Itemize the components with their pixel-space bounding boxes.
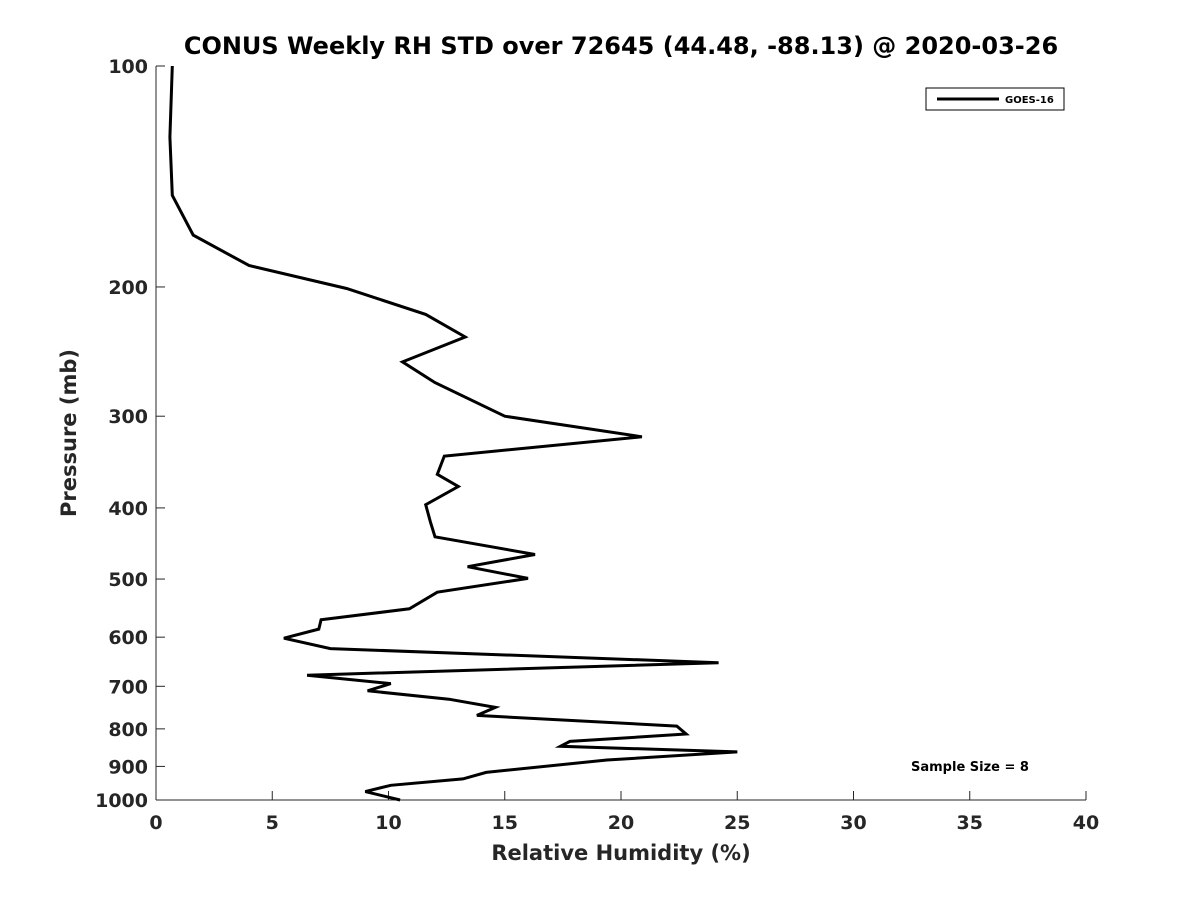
y-tick-label: 1000 — [95, 790, 148, 812]
y-ticks: 100 200 300 400 500 600 700 800 900 1000 — [95, 56, 165, 812]
series-layer — [168, 65, 738, 802]
y-tick-label: 200 — [108, 277, 148, 299]
x-tick-label: 5 — [266, 812, 279, 834]
y-tick-label: 600 — [108, 627, 148, 649]
x-tick-label: 10 — [375, 812, 401, 834]
x-tick-label: 25 — [724, 812, 750, 834]
x-tick-label: 0 — [149, 812, 162, 834]
series-line-goes-16 — [168, 65, 738, 802]
chart-title: CONUS Weekly RH STD over 72645 (44.48, -… — [184, 32, 1058, 60]
x-tick-label: 35 — [957, 812, 983, 834]
x-tick-label: 15 — [492, 812, 518, 834]
y-tick-label: 300 — [108, 406, 148, 428]
x-tick-label: 20 — [608, 812, 634, 834]
x-tick-label: 30 — [840, 812, 866, 834]
legend-label-goes-16: GOES-16 — [1005, 95, 1054, 106]
y-tick-label: 900 — [108, 756, 148, 778]
x-tick-label: 40 — [1073, 812, 1099, 834]
x-ticks: 0 5 10 15 20 25 30 35 40 — [149, 791, 1099, 834]
legend: GOES-16 — [925, 87, 1065, 111]
y-tick-label: 700 — [108, 676, 148, 698]
y-axis-label: Pressure (mb) — [57, 349, 81, 517]
x-axis-label: Relative Humidity (%) — [491, 841, 750, 865]
sample-size-annotation: Sample Size = 8 — [911, 760, 1029, 775]
y-tick-label: 800 — [108, 719, 148, 741]
y-tick-label: 500 — [108, 569, 148, 591]
y-tick-label: 100 — [108, 56, 148, 78]
y-tick-label: 400 — [108, 498, 148, 520]
